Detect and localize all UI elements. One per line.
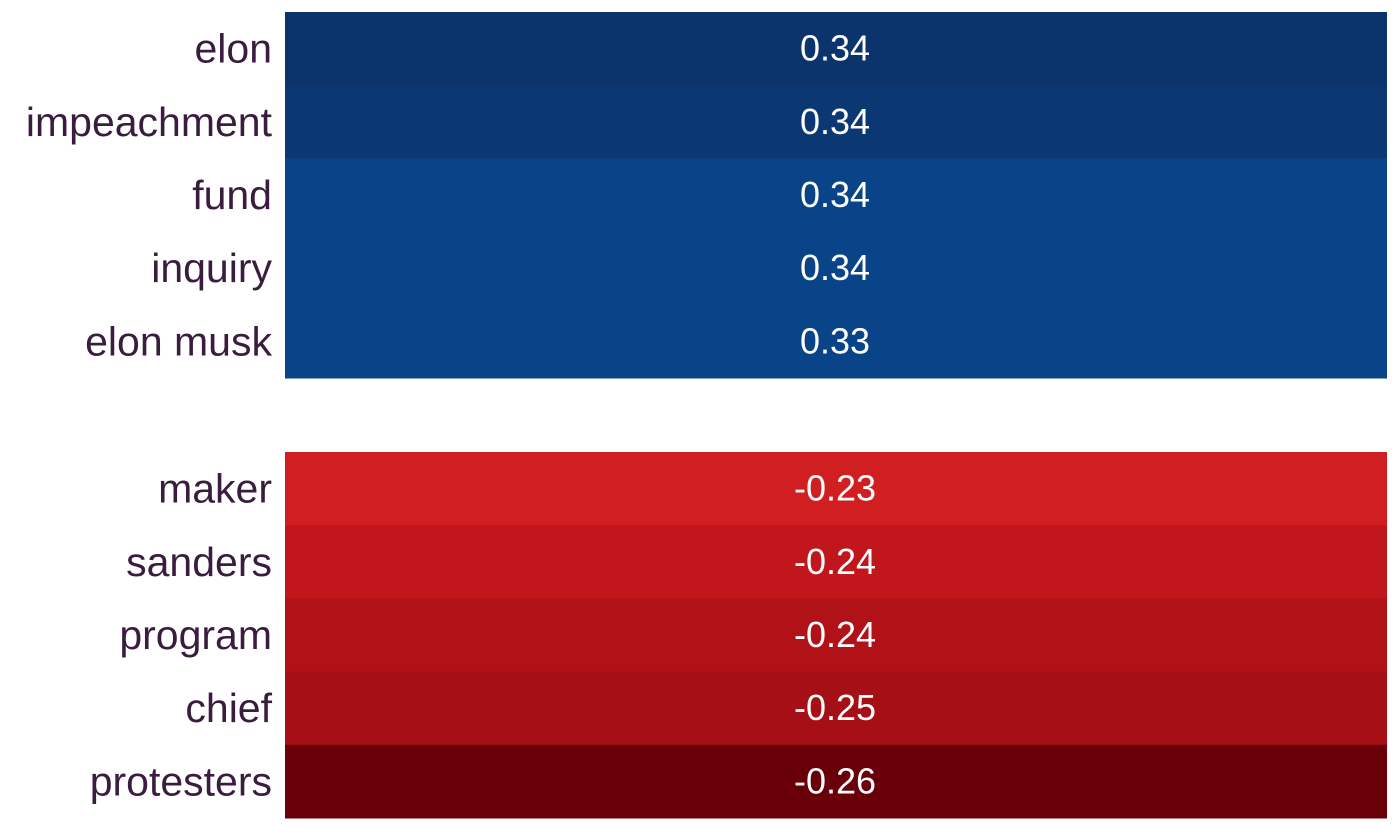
cell-value-label: -0.23 bbox=[794, 468, 876, 509]
heatmap-cell bbox=[285, 158, 1387, 233]
row-label: fund bbox=[192, 172, 272, 218]
heatmap-cell bbox=[285, 231, 1387, 306]
cell-value-label: 0.34 bbox=[800, 28, 870, 69]
row-label: program bbox=[119, 612, 272, 658]
row-label: protesters bbox=[90, 758, 272, 804]
heatmap-cell bbox=[285, 598, 1387, 673]
cell-value-label: 0.33 bbox=[800, 320, 870, 361]
heatmap-cell bbox=[285, 671, 1387, 746]
row-label: maker bbox=[158, 466, 272, 512]
row-label: inquiry bbox=[151, 245, 272, 291]
cell-value-label: -0.25 bbox=[794, 687, 876, 728]
heatmap-cell bbox=[285, 12, 1387, 86]
heatmap-cell bbox=[285, 304, 1387, 379]
bottom-heatmap-panel: maker -0.23 sanders -0.24 program -0.24 chief -… bbox=[90, 452, 1387, 819]
heatmap-cell bbox=[285, 744, 1387, 819]
heatmap-cell bbox=[285, 452, 1387, 526]
heatmap-cell bbox=[285, 85, 1387, 159]
top-heatmap-panel: elon 0.34 impeachment 0.34 fund 0.34 inquiry 0.… bbox=[26, 12, 1387, 379]
cell-value-label: 0.34 bbox=[800, 174, 870, 215]
cell-value-label: -0.24 bbox=[794, 541, 876, 582]
heatmap-cell bbox=[285, 525, 1387, 599]
row-label: sanders bbox=[126, 539, 272, 585]
row-label: impeachment bbox=[26, 99, 273, 145]
cell-value-label: 0.34 bbox=[800, 247, 870, 288]
row-label: elon bbox=[194, 26, 272, 72]
cell-value-label: -0.24 bbox=[794, 614, 876, 655]
cell-value-label: -0.26 bbox=[794, 760, 876, 801]
row-label: chief bbox=[185, 685, 272, 731]
cell-value-label: 0.34 bbox=[800, 101, 870, 142]
row-label: elon musk bbox=[85, 318, 272, 364]
